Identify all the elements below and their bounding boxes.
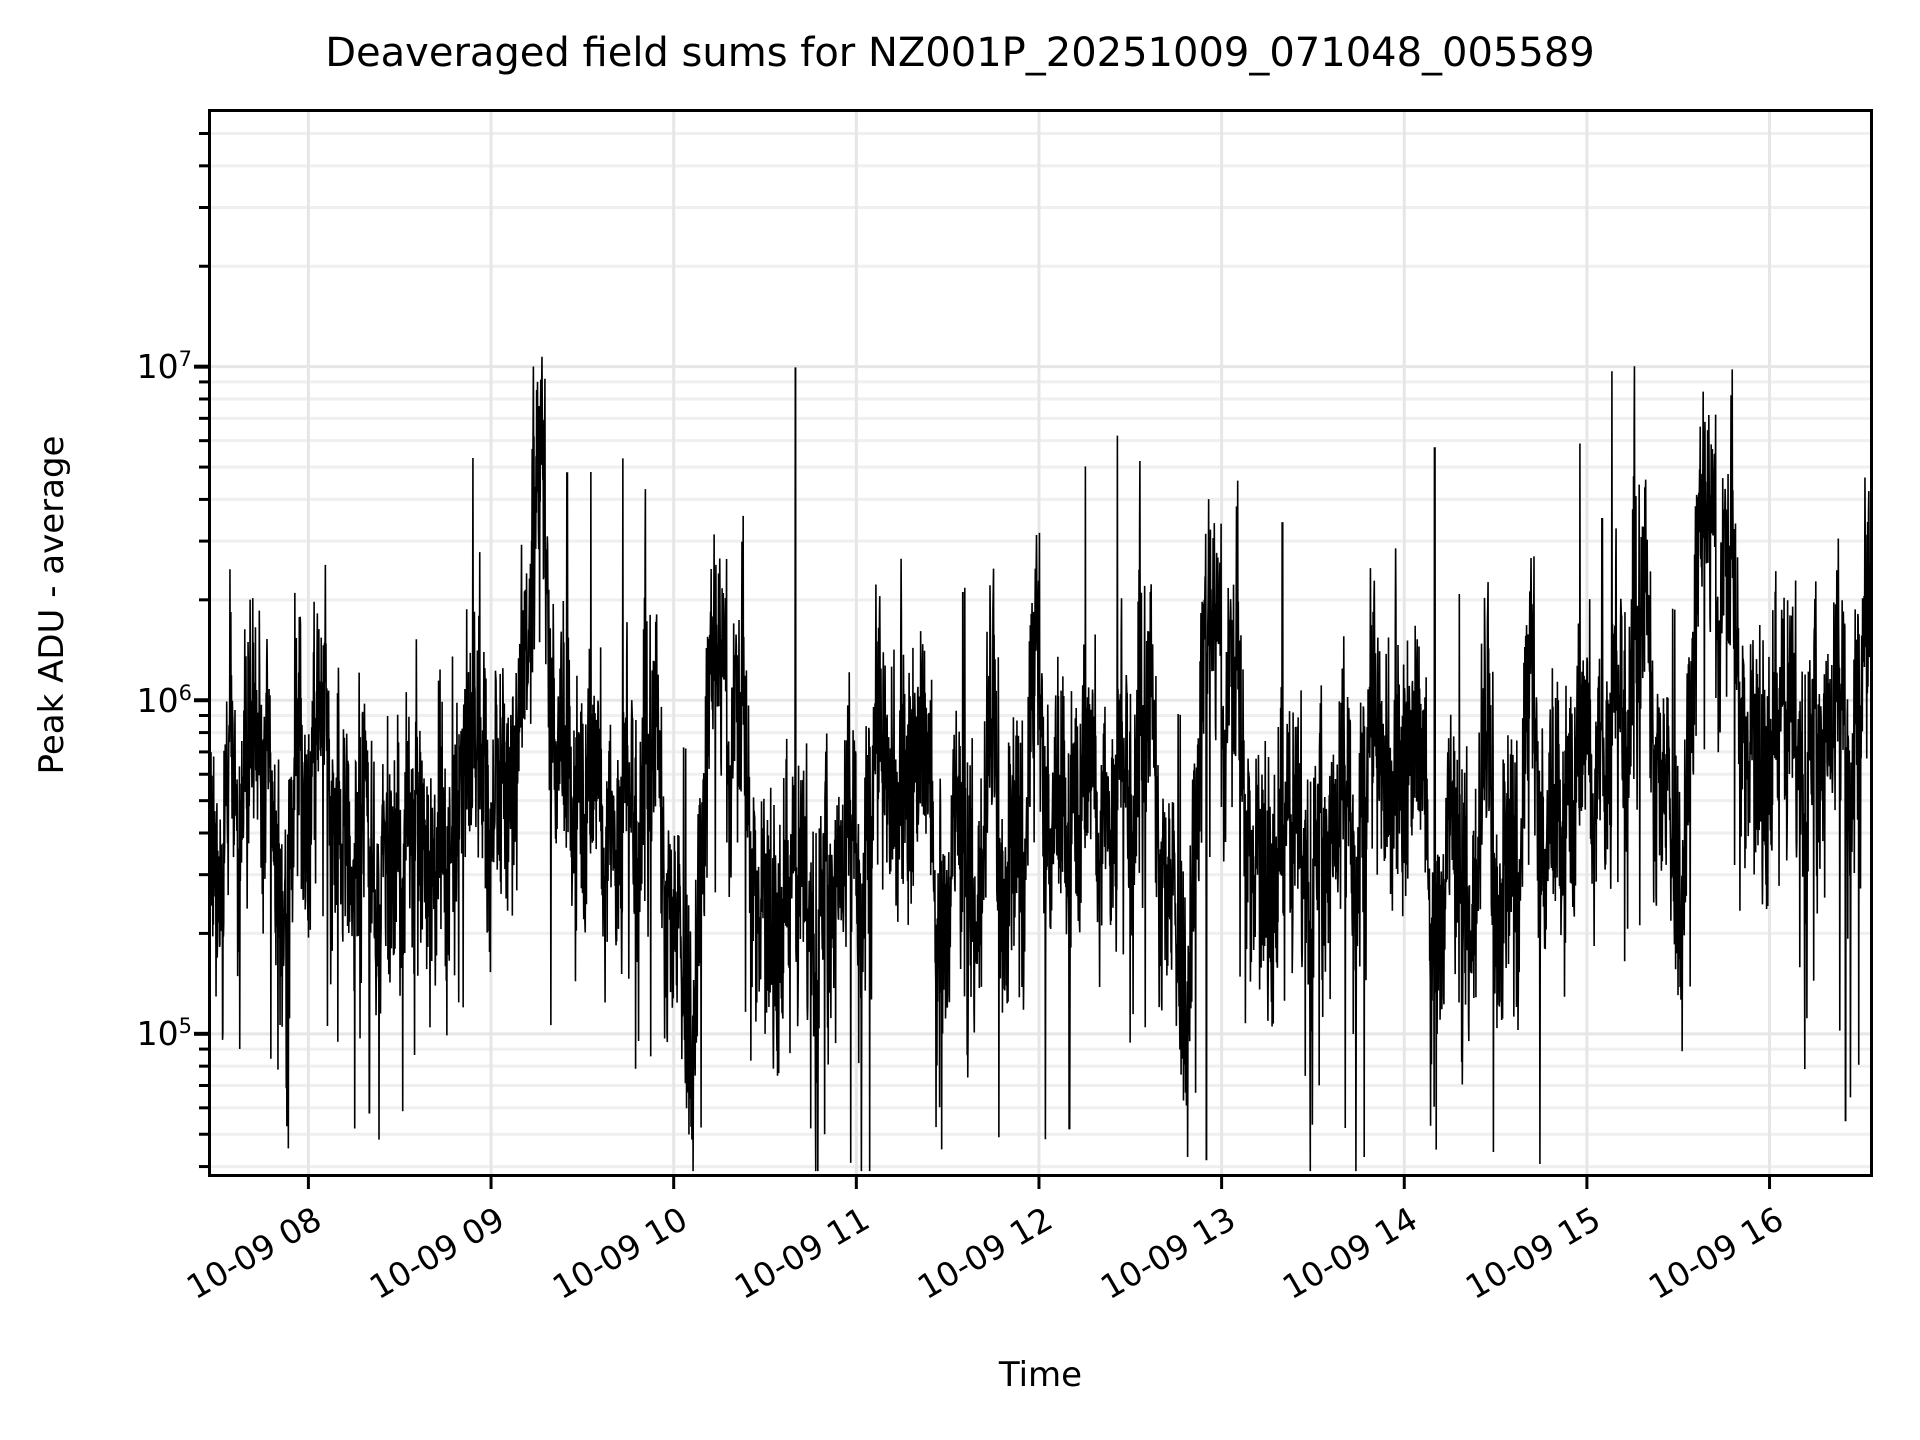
- x-tick-label: 10-09 08: [180, 1199, 329, 1307]
- x-tick-label: 10-09 14: [1276, 1199, 1425, 1307]
- plot-svg: [211, 112, 1870, 1174]
- page-title: Deaveraged field sums for NZ001P_2025100…: [325, 30, 1595, 76]
- y-axis-tick-labels: 107 106 105: [0, 0, 192, 1440]
- data-trace: [211, 356, 1870, 1172]
- x-tick-label: 10-09 11: [728, 1199, 877, 1307]
- x-axis-label: Time: [998, 1355, 1083, 1395]
- x-tick-label: 10-09 09: [362, 1199, 511, 1307]
- x-tick-label: 10-09 13: [1093, 1199, 1242, 1307]
- x-tick-label: 10-09 10: [545, 1199, 694, 1307]
- x-tick-label: 10-09 12: [910, 1199, 1059, 1307]
- y-tick-label-1e6: 106: [136, 680, 192, 720]
- plot-area[interactable]: [208, 109, 1873, 1177]
- y-tick-label-1e7: 107: [136, 347, 192, 387]
- x-tick-label: 10-09 16: [1641, 1199, 1790, 1307]
- x-tick-label: 10-09 15: [1458, 1199, 1607, 1307]
- y-tick-label-1e5: 105: [136, 1014, 192, 1054]
